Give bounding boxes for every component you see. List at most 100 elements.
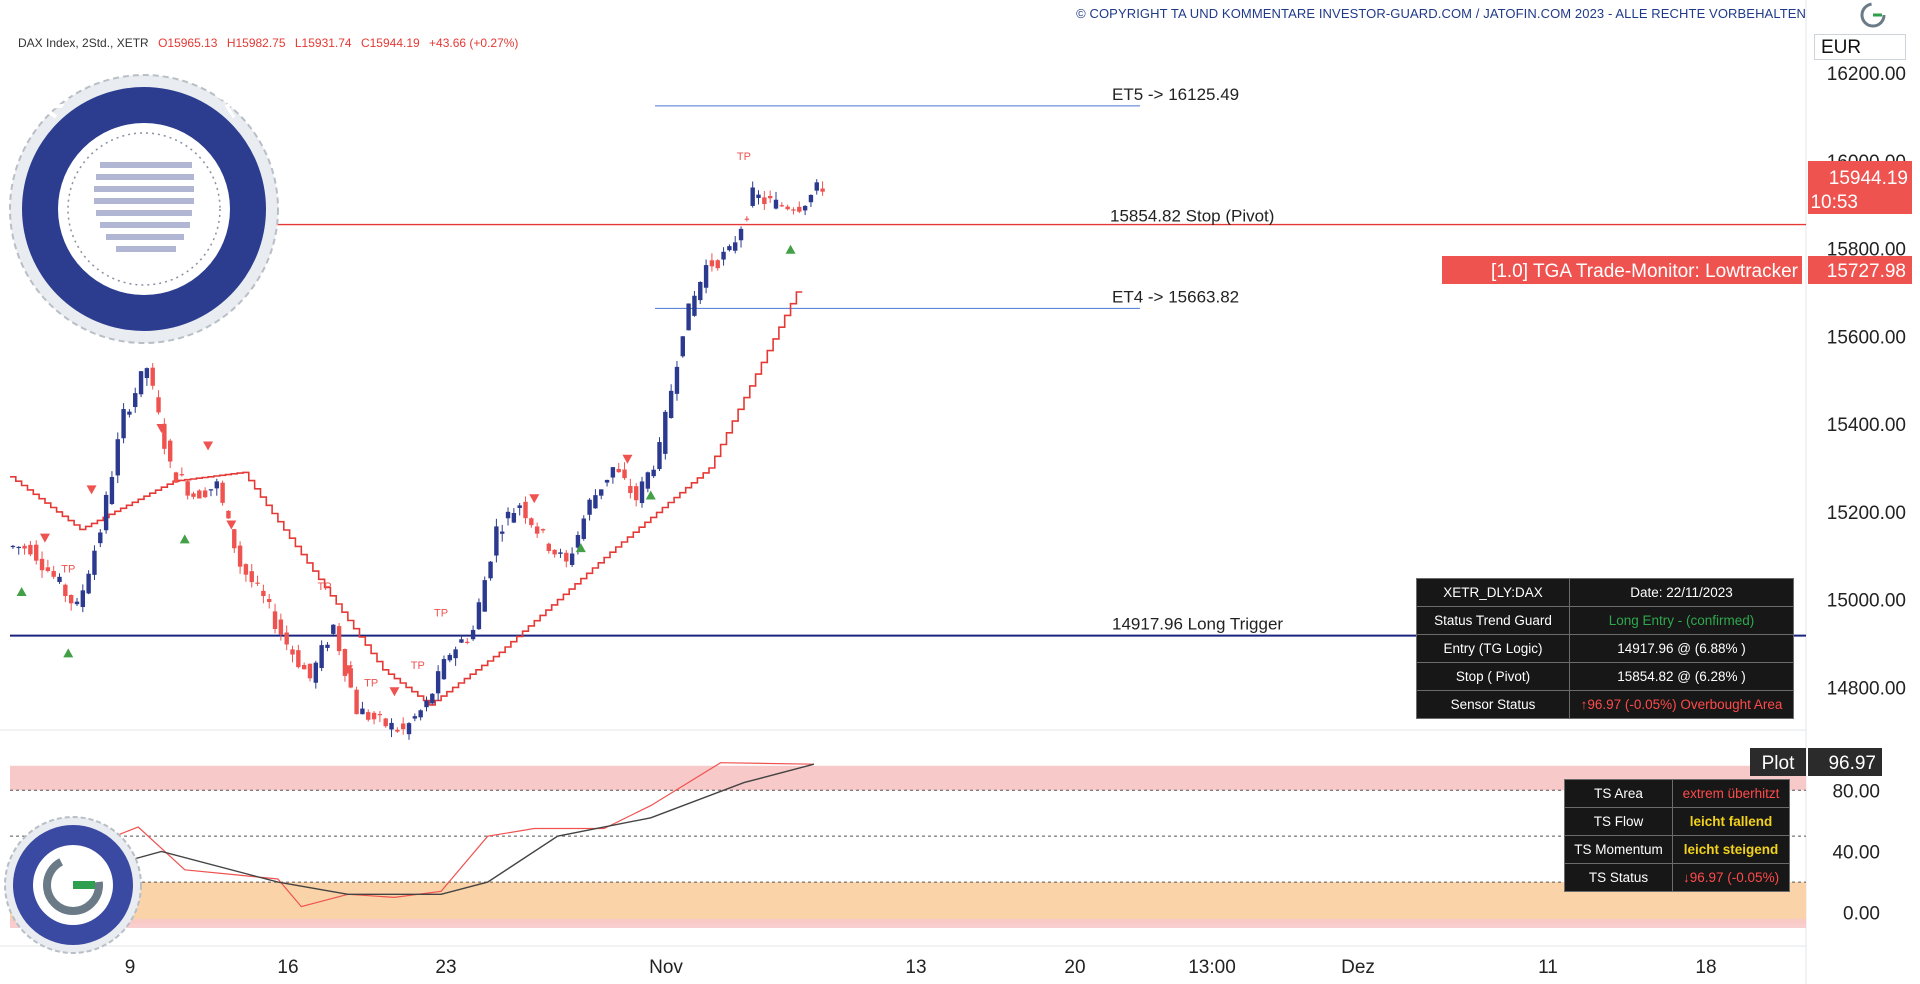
status-header-symbol: XETR_DLY:DAX — [1416, 578, 1570, 607]
bull-candle — [482, 580, 487, 612]
bull-candle — [57, 576, 62, 583]
sell-arrow-icon — [529, 494, 540, 504]
sell-arrow-icon — [86, 485, 97, 495]
bear-candle — [785, 206, 790, 210]
oscillator-axis[interactable]: 0.00 40.00 80.00 — [1832, 781, 1880, 924]
take-profit-label: TP — [737, 151, 751, 163]
time-tick-label: 16 — [277, 957, 298, 978]
currency-selector[interactable]: EUR — [1814, 34, 1906, 60]
bear-candle — [709, 260, 715, 267]
bull-candle — [470, 629, 476, 640]
bull-candle — [144, 368, 150, 379]
bear-candle — [34, 544, 39, 561]
lowtracker-line — [10, 291, 803, 706]
time-axis[interactable]: 9 16 23 Nov 13 20 13:00 Dez 11 18 — [125, 957, 1717, 978]
take-profit-label: TP — [318, 581, 332, 593]
sell-arrow-icon — [203, 441, 214, 451]
oscillator-tick-label: 0.00 — [1843, 904, 1880, 925]
status-row-entry: Entry (TG Logic) 14917.96 @ (6.88% ) — [1416, 634, 1794, 663]
bear-candle — [767, 195, 773, 199]
bull-candle — [750, 187, 755, 206]
last-price-text: 15944.19 — [1829, 168, 1908, 189]
bull-candle — [325, 644, 330, 648]
buy-arrow-icon — [785, 244, 796, 254]
buy-arrow-icon — [16, 586, 27, 596]
status-table-header: XETR_DLY:DAX Date: 22/11/2023 — [1416, 578, 1794, 607]
bull-candle — [435, 671, 441, 694]
bull-candle — [569, 553, 575, 565]
bull-candle — [668, 390, 674, 418]
plot-value-text: 96.97 — [1828, 753, 1876, 774]
bull-candle — [733, 242, 738, 251]
ts-value: leicht steigend — [1672, 835, 1790, 864]
bear-candle — [261, 590, 266, 597]
bull-candle — [773, 199, 779, 209]
bear-candle — [191, 493, 196, 497]
bull-candle — [115, 439, 120, 476]
bear-candle — [45, 567, 51, 571]
symbol-title: DAX Index, 2Std., XETR — [18, 36, 149, 50]
bear-candle — [243, 564, 249, 575]
overbought-zone — [10, 765, 1806, 791]
bull-candle — [109, 477, 115, 505]
bull-candle — [121, 409, 126, 439]
bear-candle — [348, 668, 353, 688]
bear-candle — [744, 218, 750, 220]
open-value: O15965.13 — [158, 36, 218, 50]
bear-candle — [185, 481, 190, 496]
status-value: ↑96.97 (-0.05%) Overbought Area — [1569, 690, 1794, 719]
bull-candle — [680, 336, 685, 357]
bull-candle — [657, 442, 662, 470]
bear-candle — [284, 632, 289, 645]
trend-guard-status-table: XETR_DLY:DAX Date: 22/11/2023 Status Tre… — [1416, 578, 1794, 719]
buy-arrow-icon — [645, 490, 656, 500]
tracker-value-text: 15727.98 — [1827, 261, 1906, 282]
low-value: L15931.74 — [294, 36, 352, 50]
ts-key: TS Status — [1563, 863, 1674, 892]
bull-candle — [651, 469, 656, 477]
signal-markers: TP TP TP TP TP TP — [16, 151, 796, 697]
bear-candle — [820, 188, 825, 192]
bull-candle — [727, 246, 732, 251]
bear-candle — [762, 197, 767, 204]
bear-candle — [633, 486, 639, 501]
compliance-logo-icon — [43, 855, 103, 915]
status-value: Long Entry - (confirmed) — [1569, 606, 1794, 635]
level-label: ET5 -> 16125.49 — [1112, 85, 1239, 104]
oversold-deep-zone — [10, 918, 1806, 928]
price-axis[interactable]: 14800.00 15000.00 15200.00 15400.00 15600.00… — [1827, 64, 1906, 699]
bull-candle — [721, 251, 726, 260]
bear-candle — [237, 545, 243, 567]
bear-candle — [167, 440, 173, 462]
bull-candle — [692, 295, 697, 316]
sell-arrow-icon — [226, 520, 237, 530]
oscillator-tick-label: 80.00 — [1832, 781, 1880, 802]
ts-status-table: TS Area extrem überhitzt TS Flow leicht … — [1563, 779, 1790, 892]
bear-candle — [290, 649, 295, 655]
bear-candle — [465, 641, 470, 643]
time-tick-label: Nov — [649, 957, 683, 978]
bull-candle — [424, 700, 429, 708]
bear-candle — [39, 558, 45, 571]
status-value: 15854.82 @ (6.28% ) — [1569, 662, 1794, 691]
bull-candle — [441, 659, 447, 680]
bear-candle — [202, 490, 208, 498]
bear-candle — [797, 206, 802, 212]
investor-guard-logo-icon — [1860, 2, 1886, 28]
bear-candle — [534, 526, 540, 534]
bear-candle — [307, 663, 313, 679]
bear-candle — [278, 619, 284, 635]
bull-candle — [430, 693, 435, 704]
bear-candle — [255, 582, 260, 584]
bull-candle — [698, 282, 703, 301]
bull-candle — [319, 645, 324, 668]
time-tick-label: 11 — [1538, 957, 1558, 978]
tracker-name-text: [1.0] TGA Trade-Monitor: Lowtracker — [1491, 261, 1799, 282]
oscillator-tick-label: 40.00 — [1832, 842, 1880, 863]
bull-candle — [10, 545, 16, 548]
status-value: 14917.96 @ (6.88% ) — [1569, 634, 1794, 663]
take-profit-label: TP — [434, 607, 448, 619]
bull-candle — [814, 182, 819, 191]
status-row-trend: Status Trend Guard Long Entry - (confirm… — [1416, 606, 1794, 635]
